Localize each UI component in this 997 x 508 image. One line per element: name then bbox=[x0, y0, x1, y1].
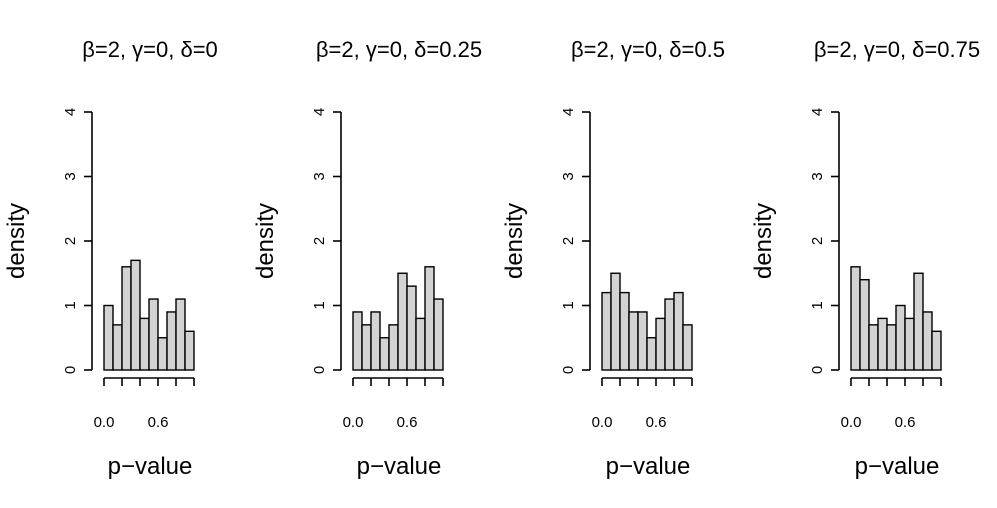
histogram-bar bbox=[886, 324, 897, 371]
histogram-bar bbox=[637, 311, 648, 371]
panel-title: β=2, γ=0, δ=0.25 bbox=[316, 37, 482, 62]
histogram-bar bbox=[877, 317, 888, 371]
histogram-bar bbox=[655, 317, 666, 371]
x-tick-label: 0.6 bbox=[397, 414, 418, 431]
y-tick-label: 2 bbox=[62, 237, 79, 245]
histogram-bar bbox=[664, 298, 675, 371]
x-tick-label: 0.6 bbox=[646, 414, 667, 431]
histogram-bar bbox=[682, 324, 693, 371]
y-tick-label: 3 bbox=[62, 172, 79, 180]
x-axis-label: p−value bbox=[357, 453, 442, 480]
y-tick-label: 3 bbox=[311, 172, 328, 180]
x-tick-label: 0.6 bbox=[895, 414, 916, 431]
histogram-bar bbox=[868, 324, 879, 371]
x-axis-label: p−value bbox=[855, 453, 940, 480]
y-tick-label: 4 bbox=[311, 108, 328, 116]
histogram-bar bbox=[121, 266, 132, 371]
y-tick-label: 2 bbox=[560, 237, 577, 245]
y-tick-label: 3 bbox=[560, 172, 577, 180]
panel-title: β=2, γ=0, δ=0 bbox=[82, 37, 218, 62]
histogram-panel: β=2, γ=0, δ=0.75 p−value density 0 1 2 3 4 0.0 0.… bbox=[750, 37, 980, 480]
x-axis-label: p−value bbox=[108, 453, 193, 480]
histogram-bar bbox=[895, 304, 906, 371]
histogram-bar bbox=[424, 266, 435, 371]
y-tick-label: 1 bbox=[560, 301, 577, 309]
y-axis-label: density bbox=[3, 203, 30, 279]
y-tick-label: 4 bbox=[62, 108, 79, 116]
x-tick-label: 0.6 bbox=[148, 414, 169, 431]
histogram-bar bbox=[406, 285, 417, 371]
histogram-bar bbox=[103, 304, 114, 371]
histogram-panel: β=2, γ=0, δ=0 p−value density 0 1 2 3 4 0.0 0.6 bbox=[3, 37, 218, 480]
histogram-bar bbox=[112, 324, 123, 371]
histogram-bar bbox=[370, 311, 381, 371]
histogram-bar bbox=[433, 298, 444, 371]
y-tick-label: 0 bbox=[62, 366, 79, 374]
histogram-bar bbox=[859, 279, 870, 371]
histogram-bar bbox=[388, 324, 399, 371]
y-tick-label: 4 bbox=[560, 108, 577, 116]
x-tick-label: 0.0 bbox=[343, 414, 364, 431]
histogram-bar bbox=[922, 311, 933, 371]
x-tick-label: 0.0 bbox=[841, 414, 862, 431]
histogram-bar bbox=[415, 317, 426, 371]
histogram-bar bbox=[610, 272, 621, 371]
histogram-bar bbox=[157, 337, 168, 371]
y-tick-label: 3 bbox=[809, 172, 826, 180]
y-tick-label: 0 bbox=[809, 366, 826, 374]
histogram-bar bbox=[931, 330, 942, 371]
y-tick-label: 1 bbox=[809, 301, 826, 309]
y-tick-label: 2 bbox=[311, 237, 328, 245]
histogram-bar bbox=[352, 311, 363, 371]
y-tick-label: 4 bbox=[809, 108, 826, 116]
y-tick-label: 2 bbox=[809, 237, 826, 245]
histogram-bar bbox=[166, 311, 177, 371]
histogram-panel: β=2, γ=0, δ=0.25 p−value density 0 1 2 3 4 0.0 0.… bbox=[252, 37, 482, 480]
histogram-bar bbox=[130, 259, 141, 371]
histogram-bar bbox=[619, 291, 630, 371]
panel-title: β=2, γ=0, δ=0.5 bbox=[571, 37, 725, 62]
histogram-bar bbox=[628, 311, 639, 371]
histogram-bar bbox=[646, 337, 657, 371]
y-tick-label: 1 bbox=[62, 301, 79, 309]
panel-title: β=2, γ=0, δ=0.75 bbox=[814, 37, 980, 62]
y-tick-label: 1 bbox=[311, 301, 328, 309]
x-tick-label: 0.0 bbox=[592, 414, 613, 431]
histogram-bar bbox=[361, 324, 372, 371]
histogram-bar bbox=[379, 337, 390, 371]
histogram-bar bbox=[904, 317, 915, 371]
histogram-bar bbox=[397, 272, 408, 371]
histogram-bar bbox=[184, 330, 195, 371]
histogram-bar bbox=[601, 291, 612, 371]
histogram-bar bbox=[913, 272, 924, 371]
histogram-bar bbox=[850, 266, 861, 371]
histogram-bar bbox=[175, 298, 186, 371]
y-axis-label: density bbox=[501, 203, 528, 279]
histogram-panel: β=2, γ=0, δ=0.5 p−value density 0 1 2 3 4 0.0 0.6 bbox=[501, 37, 725, 480]
y-axis-label: density bbox=[750, 203, 777, 279]
y-tick-label: 0 bbox=[311, 366, 328, 374]
y-tick-label: 0 bbox=[560, 366, 577, 374]
x-tick-label: 0.0 bbox=[94, 414, 115, 431]
x-axis-label: p−value bbox=[606, 453, 691, 480]
y-axis-label: density bbox=[252, 203, 279, 279]
histogram-bar bbox=[673, 291, 684, 371]
histogram-bar bbox=[139, 317, 150, 371]
histogram-bar bbox=[148, 298, 159, 371]
